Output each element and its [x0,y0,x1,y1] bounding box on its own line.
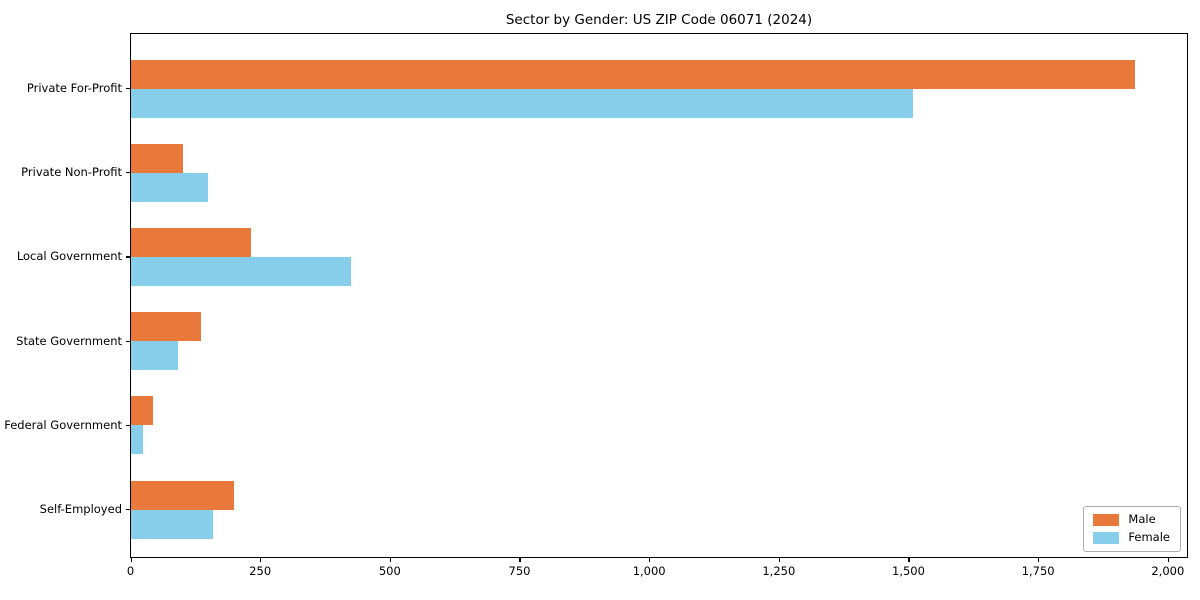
x-tick-mark [1038,558,1040,562]
x-tick-label-7: 1,750 [1021,564,1055,578]
x-tick-mark [649,558,651,562]
x-tick-mark [389,558,392,562]
x-tick-mark [260,558,262,562]
bar-male-1 [131,143,183,173]
y-tick-label-0: Private For-Profit [26,81,122,95]
x-tick-mark [130,558,132,562]
x-tick-mark [1167,558,1170,562]
y-tick-label-5: Self-Employed [39,502,122,516]
x-tick-label-0: 0 [126,564,135,578]
y-tick-label-1: Private Non-Profit [21,165,122,180]
bar-female-4 [131,425,144,455]
bar-female-0 [131,88,913,118]
bar-male-4 [131,396,153,426]
y-tick-label-3: State Government [16,333,122,348]
bar-male-2 [131,227,252,257]
bar-male-3 [131,312,201,342]
x-tick-mark [519,558,521,562]
x-tick-mark [908,558,910,562]
y-tick-label-4: Federal Government [4,417,122,432]
x-tick-label-2: 500 [378,564,401,578]
y-tick-label-2: Local Government [16,249,122,264]
x-tick-label-4: 1,000 [632,564,666,578]
x-tick-label-6: 1,500 [892,564,925,578]
legend-swatch-male [1093,514,1120,526]
plot-area: Male Female [130,33,1188,558]
x-tick-label-3: 750 [508,564,531,578]
x-tick-label-1: 250 [249,564,272,578]
x-tick-mark [778,558,781,562]
bar-female-3 [131,341,178,371]
bar-male-5 [131,480,234,510]
legend-item-male: Male [1093,514,1170,526]
legend: Male Female [1083,506,1181,552]
x-tick-label-8: 2,000 [1151,564,1185,578]
legend-swatch-female [1093,532,1120,544]
bar-female-1 [131,172,208,202]
legend-label-male: Male [1128,512,1156,527]
bar-female-2 [131,256,352,286]
chart-title: Sector by Gender: US ZIP Code 06071 (202… [505,12,813,28]
x-tick-label-5: 1,250 [762,564,796,578]
legend-label-female: Female [1128,530,1170,545]
legend-item-female: Female [1093,532,1170,544]
bar-female-5 [131,509,213,539]
bar-male-0 [131,59,1136,89]
